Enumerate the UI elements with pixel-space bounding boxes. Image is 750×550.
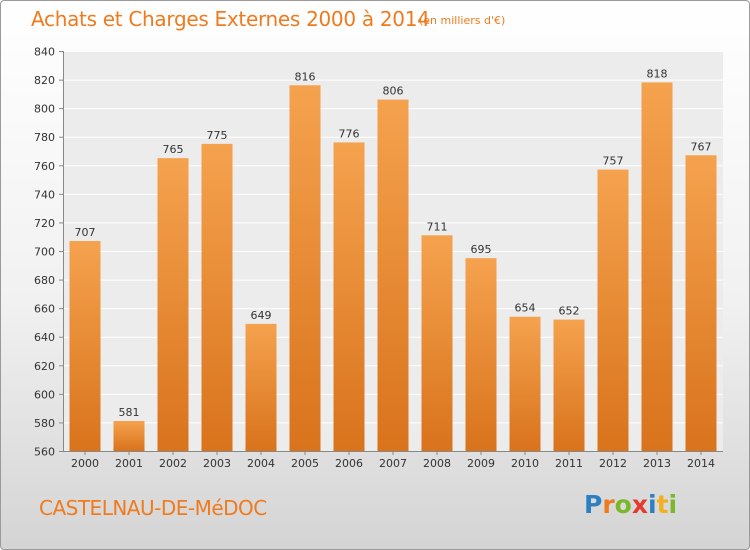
bar — [553, 319, 585, 451]
bar — [509, 316, 541, 451]
data-label: 776 — [339, 127, 360, 140]
logo-letter: o — [614, 490, 632, 519]
x-tick-label: 2014 — [687, 457, 715, 470]
bar — [421, 235, 453, 451]
y-tick-label: 620 — [34, 360, 55, 373]
data-label: 654 — [515, 302, 536, 315]
data-label: 775 — [207, 129, 228, 142]
bar — [333, 142, 365, 451]
location-label: CASTELNAU-DE-MéDOC — [39, 496, 267, 520]
x-tick-label: 2004 — [247, 457, 275, 470]
x-tick-label: 2007 — [379, 457, 407, 470]
data-label: 757 — [603, 155, 624, 168]
y-tick-label: 700 — [34, 246, 55, 259]
data-label: 765 — [163, 143, 184, 156]
x-tick-label: 2008 — [423, 457, 451, 470]
data-label: 711 — [427, 220, 448, 233]
logo-letter: i — [668, 490, 678, 519]
x-tick-label: 2013 — [643, 457, 671, 470]
y-tick-label: 800 — [34, 103, 55, 116]
data-label: 649 — [251, 309, 272, 322]
x-tick-label: 2009 — [467, 457, 495, 470]
logo-letter: P — [584, 490, 603, 519]
bar — [289, 85, 321, 452]
data-label: 707 — [75, 226, 96, 239]
x-tick-label: 2011 — [555, 457, 583, 470]
y-tick-label: 840 — [34, 46, 55, 59]
y-tick-label: 720 — [34, 217, 55, 230]
y-tick-label: 760 — [34, 160, 55, 173]
data-label: 695 — [471, 243, 492, 256]
data-label: 816 — [295, 70, 316, 83]
chart-title: Achats et Charges Externes 2000 à 2014 — [31, 7, 430, 31]
chart-subtitle: (en milliers d'€) — [419, 14, 506, 27]
x-tick-label: 2003 — [203, 457, 231, 470]
data-label: 818 — [647, 67, 668, 80]
x-tick-label: 2010 — [511, 457, 539, 470]
logo-letter: i — [648, 490, 657, 519]
x-tick-label: 2002 — [159, 457, 187, 470]
bar — [113, 421, 145, 451]
y-tick-label: 780 — [34, 131, 55, 144]
proxiti-logo: Proxiti — [584, 490, 677, 519]
x-tick-label: 2001 — [115, 457, 143, 470]
bar — [641, 82, 673, 451]
bar — [597, 169, 629, 452]
y-tick-label: 560 — [34, 446, 55, 459]
data-label: 581 — [119, 406, 140, 419]
bar — [245, 323, 277, 451]
y-tick-label: 740 — [34, 188, 55, 201]
y-tick-label: 580 — [34, 417, 55, 430]
bar — [685, 155, 717, 452]
data-label: 652 — [559, 305, 580, 318]
logo-letter: r — [602, 490, 615, 519]
bar — [465, 258, 497, 451]
x-tick-label: 2000 — [71, 457, 99, 470]
data-label: 767 — [691, 140, 712, 153]
y-tick-label: 660 — [34, 303, 55, 316]
bar — [69, 241, 101, 451]
y-tick-label: 640 — [34, 331, 55, 344]
data-label: 806 — [383, 85, 404, 98]
x-tick-label: 2005 — [291, 457, 319, 470]
y-tick-label: 820 — [34, 74, 55, 87]
logo-letter: x — [631, 490, 648, 519]
y-tick-label: 600 — [34, 388, 55, 401]
x-tick-label: 2012 — [599, 457, 627, 470]
y-tick-label: 680 — [34, 274, 55, 287]
bar — [377, 99, 409, 452]
bar — [201, 143, 233, 451]
x-tick-label: 2006 — [335, 457, 363, 470]
bar — [157, 158, 189, 451]
logo-letter: t — [656, 490, 669, 519]
